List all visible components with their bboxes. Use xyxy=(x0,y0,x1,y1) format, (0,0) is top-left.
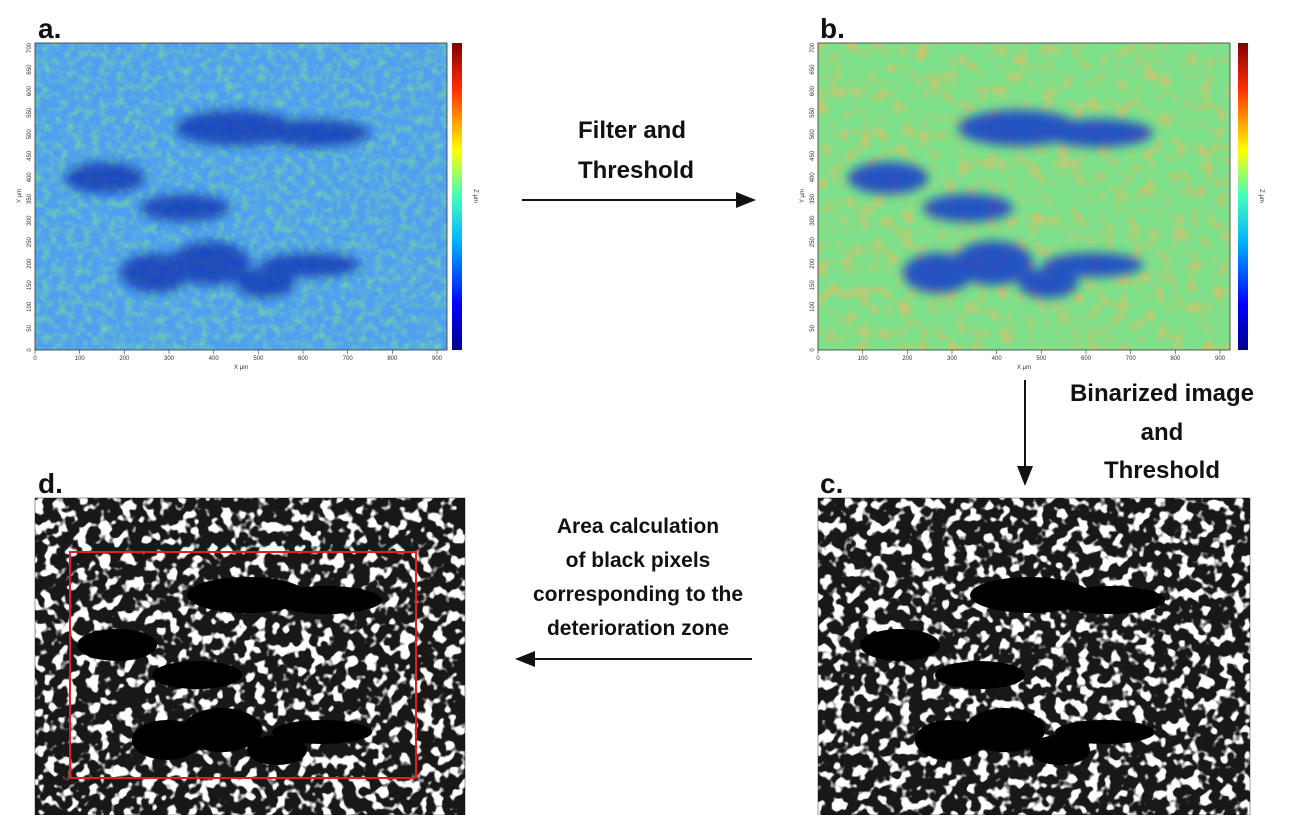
y-tick-label: 200 xyxy=(810,258,816,269)
x-tick-label: 0 xyxy=(816,356,820,362)
y-tick-label: 350 xyxy=(27,193,33,204)
x-tick-label: 100 xyxy=(858,356,869,362)
x-axis-title: X µm xyxy=(1017,365,1031,371)
panel-label: d. xyxy=(38,468,63,499)
y-tick-label: 350 xyxy=(810,193,816,204)
colorbar-title: Z µm xyxy=(1258,189,1264,203)
panel-label: c. xyxy=(820,468,843,499)
heatmap-texture xyxy=(818,43,1230,350)
x-tick-label: 200 xyxy=(119,356,130,362)
step-text: Threshold xyxy=(1104,457,1220,484)
x-tick-label: 600 xyxy=(1081,356,1092,362)
y-tick-label: 150 xyxy=(810,280,816,291)
x-tick-label: 500 xyxy=(253,356,264,362)
roi-box xyxy=(69,551,417,779)
y-tick-label: 700 xyxy=(27,42,33,53)
x-tick-label: 500 xyxy=(1036,356,1047,362)
x-tick-label: 800 xyxy=(1170,356,1181,362)
y-tick-label: 500 xyxy=(810,129,816,140)
y-tick-label: 50 xyxy=(27,324,33,331)
y-axis-title: Y µm xyxy=(17,189,23,203)
y-tick-label: 450 xyxy=(810,150,816,161)
step-text: of black pixels xyxy=(566,549,711,572)
y-tick-label: 200 xyxy=(27,258,33,269)
panel-label: b. xyxy=(820,13,845,44)
colorbar-title: Z µm xyxy=(472,189,478,203)
y-tick-label: 100 xyxy=(27,301,33,312)
x-tick-label: 300 xyxy=(164,356,175,362)
x-tick-label: 100 xyxy=(75,356,86,362)
y-tick-label: 250 xyxy=(810,236,816,247)
y-tick-label: 650 xyxy=(27,64,33,75)
y-tick-label: 100 xyxy=(810,301,816,312)
y-tick-label: 600 xyxy=(810,85,816,96)
x-tick-label: 400 xyxy=(992,356,1003,362)
y-tick-label: 0 xyxy=(27,348,33,352)
y-tick-label: 700 xyxy=(810,42,816,53)
step-text: Binarized image xyxy=(1070,380,1254,407)
colorbar xyxy=(1238,43,1248,350)
y-tick-label: 550 xyxy=(810,107,816,118)
step-text: and xyxy=(1141,419,1184,446)
y-tick-label: 550 xyxy=(27,107,33,118)
step-text: deterioration zone xyxy=(547,617,729,640)
y-tick-label: 500 xyxy=(27,129,33,140)
panel-label: a. xyxy=(38,13,61,44)
x-axis-title: X µm xyxy=(234,365,248,371)
y-tick-label: 0 xyxy=(810,348,816,352)
x-tick-label: 0 xyxy=(33,356,37,362)
step-text: corresponding to the xyxy=(533,583,743,606)
x-tick-label: 200 xyxy=(902,356,913,362)
x-tick-label: 800 xyxy=(387,356,398,362)
x-tick-label: 700 xyxy=(1126,356,1137,362)
y-axis-title: Y µm xyxy=(800,189,806,203)
y-tick-label: 400 xyxy=(810,172,816,183)
step-text: Filter and xyxy=(578,117,686,144)
y-tick-label: 400 xyxy=(27,172,33,183)
x-tick-label: 600 xyxy=(298,356,309,362)
step-text: Threshold xyxy=(578,157,694,184)
y-tick-label: 450 xyxy=(27,150,33,161)
step-text: Area calculation xyxy=(557,515,719,538)
colorbar xyxy=(452,43,462,350)
y-tick-label: 150 xyxy=(27,280,33,291)
y-tick-label: 650 xyxy=(810,64,816,75)
y-tick-label: 50 xyxy=(810,324,816,331)
y-tick-label: 300 xyxy=(810,215,816,226)
x-tick-label: 300 xyxy=(947,356,958,362)
x-tick-label: 900 xyxy=(432,356,443,362)
y-tick-label: 300 xyxy=(27,215,33,226)
y-tick-label: 250 xyxy=(27,236,33,247)
x-tick-label: 400 xyxy=(209,356,220,362)
y-tick-label: 600 xyxy=(27,85,33,96)
x-tick-label: 900 xyxy=(1215,356,1226,362)
heatmap-texture xyxy=(35,43,447,350)
x-tick-label: 700 xyxy=(343,356,354,362)
